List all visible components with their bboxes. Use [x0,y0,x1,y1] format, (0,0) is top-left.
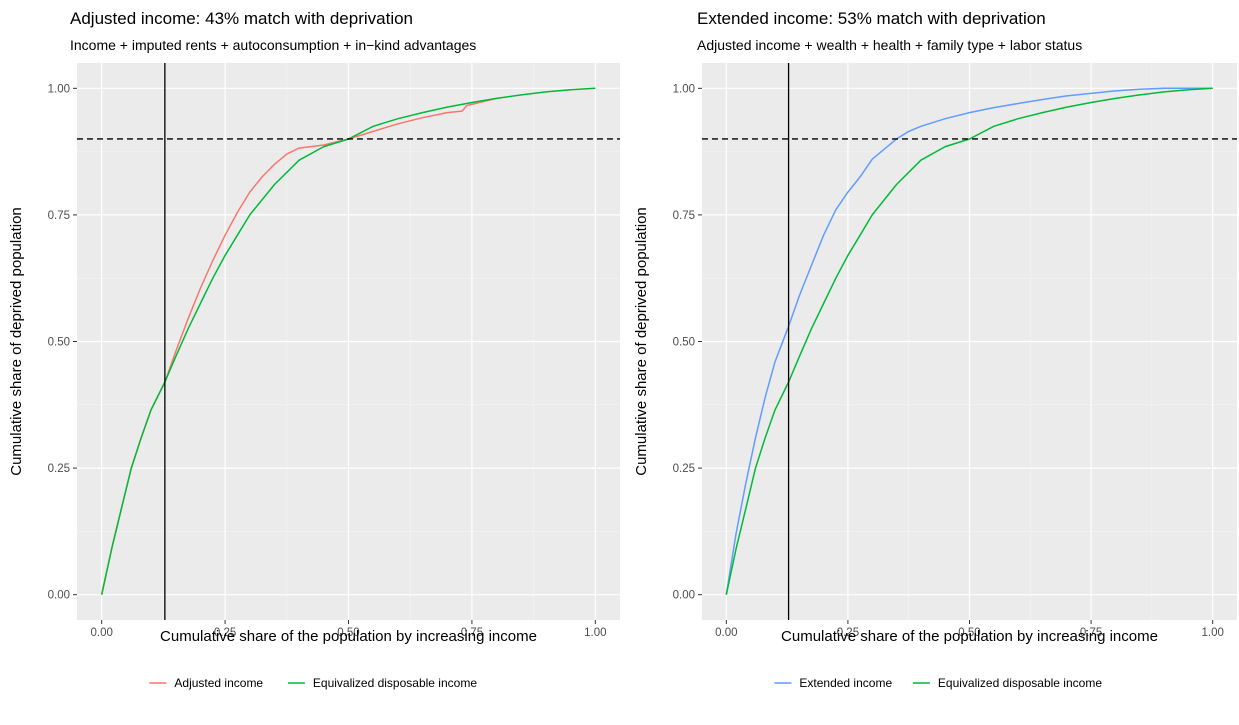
x-tick-label: 1.00 [584,627,606,639]
y-tick-label: 1.00 [48,83,70,95]
series-line-2 [725,87,1213,595]
x-tick-label: 0.75 [461,627,483,639]
series-line-1 [725,87,1213,595]
legend-label-2: Equivalized disposable income [938,676,1102,690]
chart-subtitle: Income + imputed rents + autoconsumption… [70,37,476,53]
y-tick-label: 0.25 [48,463,70,475]
y-tick-label: 0.50 [673,337,695,349]
y-tick-label: 1.00 [673,83,695,95]
legend-label-1: Adjusted income [174,676,263,690]
x-tick-label: 0.50 [958,627,980,639]
legend: Adjusted income Equivalized disposable in… [149,676,477,690]
x-axis-title: Cumulative share of the population by in… [781,628,1158,645]
x-tick-label: 0.75 [1080,627,1102,639]
y-tick-label: 0.00 [48,590,70,602]
chart-subtitle: Adjusted income + wealth + health + fami… [697,37,1082,53]
x-tick-label: 0.25 [837,627,859,639]
y-axis-title: Cumulative share of deprived population [633,207,650,476]
legend-label-2: Equivalized disposable income [313,676,477,690]
y-tick-label: 0.25 [673,463,695,475]
x-tick-label: 0.00 [90,627,112,639]
y-axis-title: Cumulative share of deprived population [8,207,25,476]
x-tick-label: 0.50 [337,627,359,639]
legend: Extended income Equivalized disposable in… [774,676,1102,690]
x-tick-label: 1.00 [1201,627,1223,639]
legend-label-1: Extended income [799,676,892,690]
y-tick-label: 0.75 [673,210,695,222]
chart-title: Adjusted income: 43% match with deprivat… [70,9,413,28]
y-tick-label: 0.75 [48,210,70,222]
y-tick-label: 0.50 [48,337,70,349]
y-tick-label: 0.00 [673,590,695,602]
x-axis-title: Cumulative share of the population by in… [160,628,537,645]
chart-title: Extended income: 53% match with deprivat… [697,9,1046,28]
x-tick-label: 0.25 [214,627,236,639]
chart-panel-2: Extended income: 53% match with deprivat… [633,9,1237,690]
series-line-2 [100,87,596,595]
x-tick-label: 0.00 [715,627,737,639]
chart-panel-1: Adjusted income: 43% match with deprivat… [8,9,620,690]
